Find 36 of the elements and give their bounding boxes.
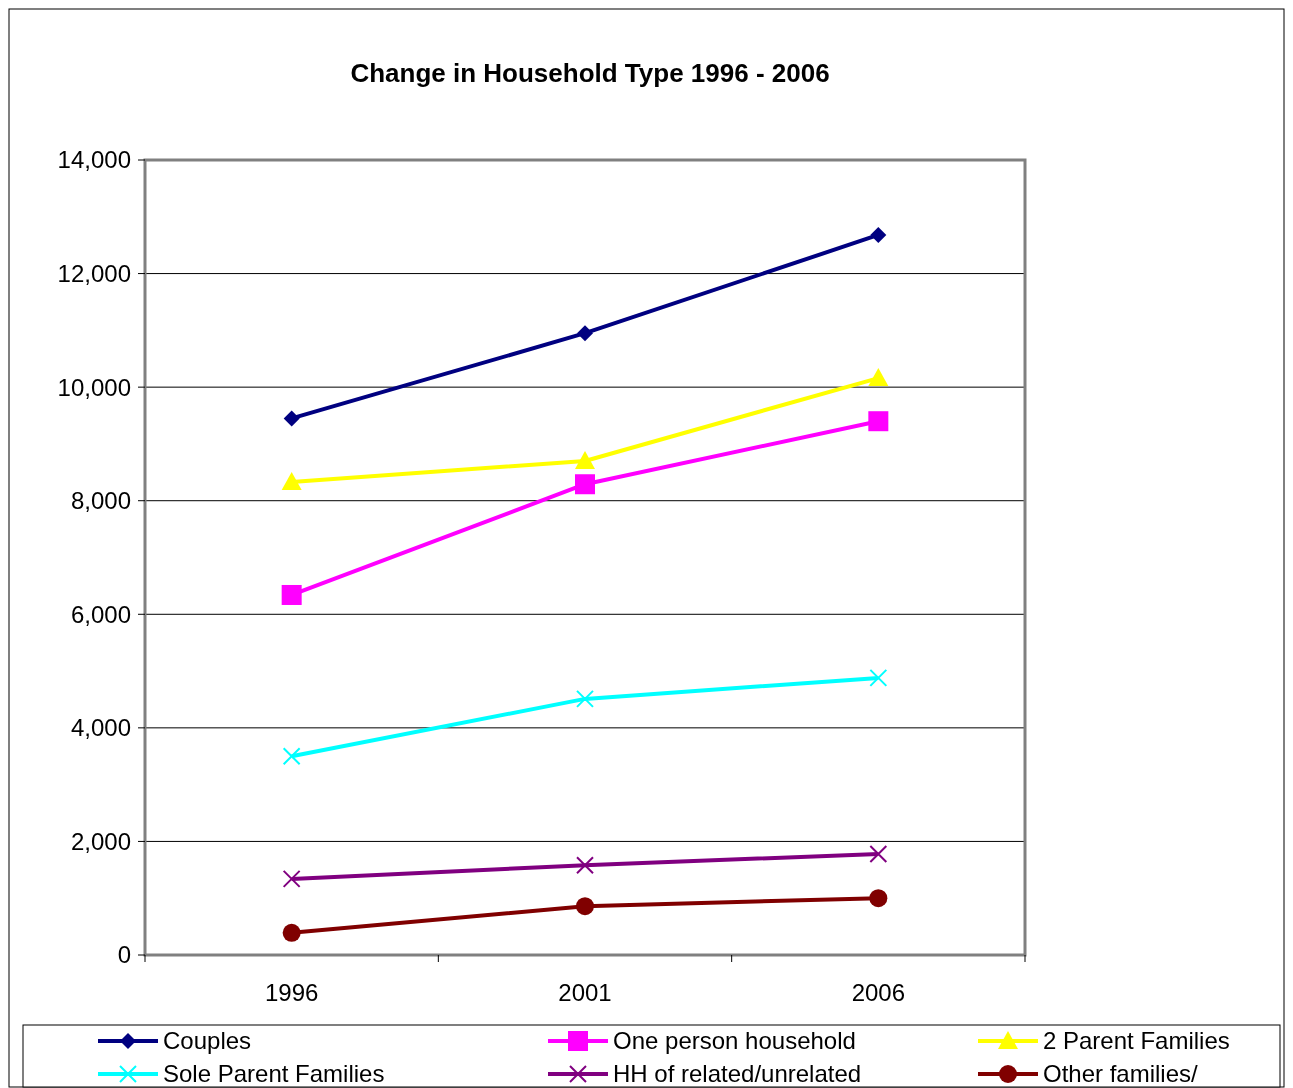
point [576,689,594,708]
x-tick-label: 2001 [558,979,612,1006]
y-tick-label: 2,000 [70,827,131,855]
legend-label: 2 Parent Families [1043,1027,1230,1055]
point [576,856,594,875]
point [576,897,594,916]
x-tick-label: 2006 [851,979,906,1006]
point [575,450,595,469]
point [870,226,887,243]
y-tick-label: 12,000 [57,259,131,287]
point [869,889,888,908]
legend-label: One person household [613,1027,856,1055]
point [869,668,888,687]
chart-title: Change in Household Type 1996 - 2006 [350,58,830,88]
point [869,844,888,863]
y-tick-label: 0 [117,941,131,969]
y-tick-label: 14,000 [57,146,131,174]
y-tick-label: 8,000 [70,487,131,515]
point [281,471,302,490]
legend-label: HH of related/unrelated [613,1060,862,1088]
point [282,923,301,942]
point [283,410,300,427]
point [868,411,889,432]
legend-label: Couples [163,1027,252,1055]
point [868,368,889,387]
legend-label: Sole Parent Families [163,1060,385,1088]
y-tick-label: 6,000 [70,600,131,628]
point [577,325,593,342]
y-tick-label: 10,000 [57,373,131,401]
point [281,584,302,605]
point [282,869,301,888]
point [282,747,301,766]
point [575,474,595,495]
x-tick-label: 1996 [264,979,319,1006]
legend-label: Other families/ [1043,1060,1199,1088]
y-tick-label: 4,000 [70,714,131,742]
